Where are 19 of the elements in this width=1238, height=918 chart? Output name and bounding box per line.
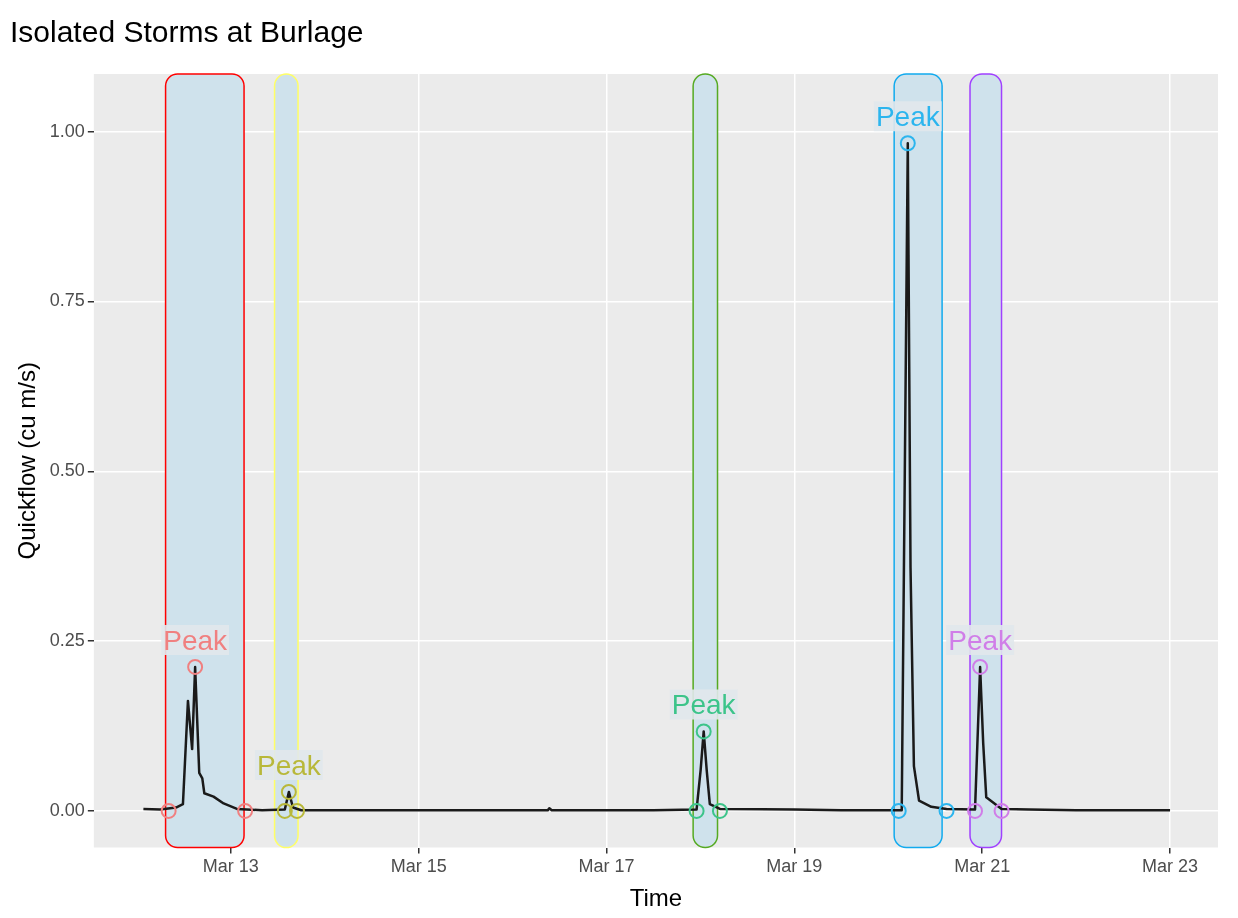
x-axis-title: Time — [629, 884, 683, 912]
y-axis-title: Quickflow (cu m/s) — [13, 362, 41, 560]
annotation: Peak — [875, 101, 941, 132]
annotation: Peak — [256, 749, 322, 781]
y-tick-label: 0.00 — [49, 799, 85, 820]
x-tick-label: Mar 17 — [578, 856, 635, 877]
annotation: Peak — [163, 624, 229, 656]
annotation: Peak — [948, 624, 1014, 656]
x-tick-label: Mar 23 — [1142, 856, 1199, 877]
x-tick-label: Mar 19 — [766, 856, 823, 877]
chart-title: Isolated Storms at Burlage — [10, 15, 364, 49]
x-tick-label: Mar 15 — [390, 856, 447, 877]
y-tick-label: 1.00 — [49, 120, 85, 141]
y-tick-label: 0.50 — [49, 460, 85, 481]
x-tick-label: Mar 21 — [954, 856, 1011, 877]
x-tick-label: Mar 13 — [202, 856, 259, 877]
annotation: Peak — [671, 689, 737, 721]
y-tick-label: 0.75 — [49, 290, 85, 311]
y-tick-label: 0.25 — [49, 630, 85, 651]
